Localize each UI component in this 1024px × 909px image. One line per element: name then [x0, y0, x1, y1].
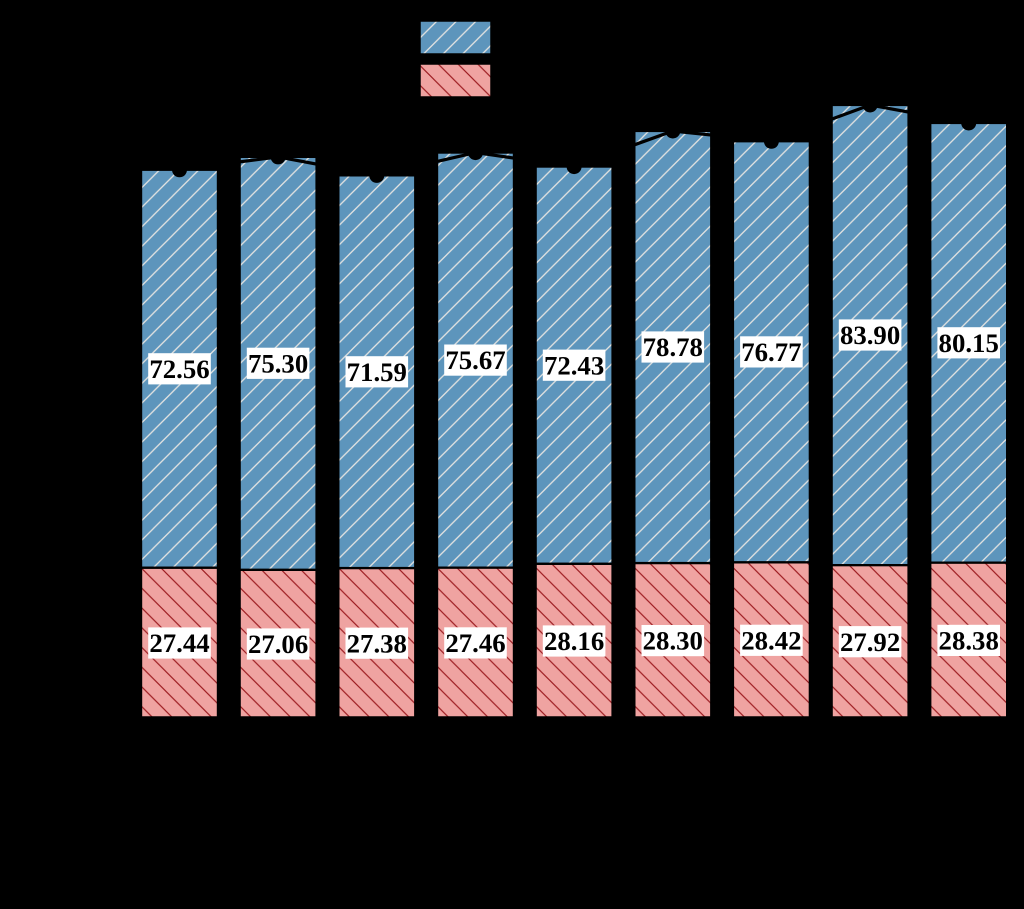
svg-text:76.77: 76.77 — [741, 337, 801, 367]
svg-text:27.44: 27.44 — [149, 628, 209, 658]
svg-text:28.38: 28.38 — [939, 626, 999, 656]
svg-text:80.15: 80.15 — [939, 328, 999, 358]
svg-text:27.38: 27.38 — [347, 628, 407, 658]
svg-text:27.92: 27.92 — [840, 627, 900, 657]
svg-text:71.59: 71.59 — [347, 357, 407, 387]
svg-text:78.78: 78.78 — [643, 332, 703, 362]
svg-text:28.16: 28.16 — [544, 626, 604, 656]
svg-text:27.06: 27.06 — [248, 629, 308, 659]
svg-text:75.67: 75.67 — [445, 345, 505, 375]
svg-text:83.90: 83.90 — [840, 320, 900, 350]
svg-text:28.42: 28.42 — [741, 625, 801, 655]
svg-text:72.56: 72.56 — [149, 354, 209, 384]
svg-text:72.43: 72.43 — [544, 350, 604, 380]
svg-text:27.46: 27.46 — [445, 628, 505, 658]
svg-text:28.30: 28.30 — [643, 626, 703, 656]
svg-text:75.30: 75.30 — [248, 348, 308, 378]
